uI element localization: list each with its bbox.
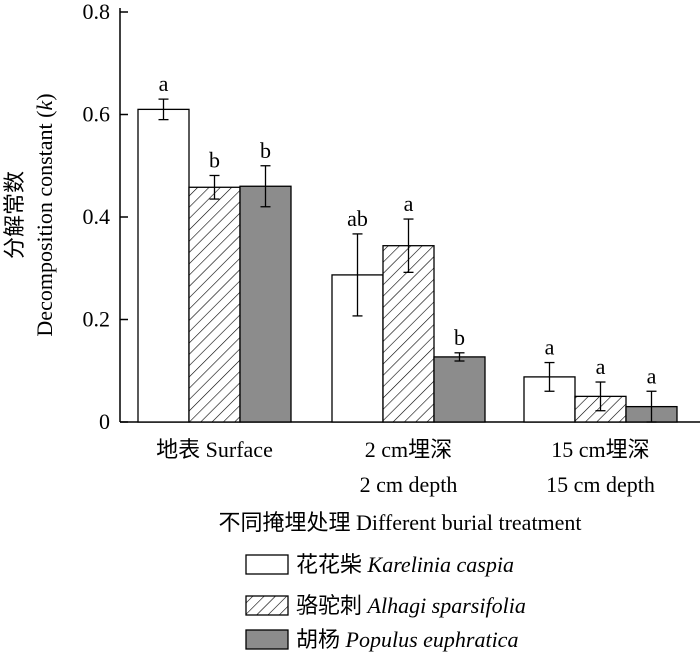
legend-label-karelinia: 花花柴 Karelinia caspia bbox=[296, 552, 514, 577]
bar-2-group-1 bbox=[188, 186, 241, 423]
y-axis-title-cn: 分解常数 bbox=[2, 171, 27, 259]
legend: 花花柴 Karelinia caspia 骆驼刺 Alhagi sparsifo… bbox=[245, 552, 526, 652]
y-tick-label: 0.4 bbox=[83, 204, 111, 229]
x-tick-label-line2: 2 cm depth bbox=[360, 472, 458, 497]
legend-swatch-karelinia bbox=[245, 554, 289, 575]
significance-label: a bbox=[545, 335, 555, 360]
bars bbox=[137, 98, 678, 423]
y-tick-label: 0 bbox=[99, 409, 110, 434]
significance-label: a bbox=[404, 191, 414, 216]
bar-2-group-2 bbox=[382, 245, 435, 423]
x-tick-label: 15 cm埋深 bbox=[551, 437, 649, 462]
legend-label-populus: 胡杨 Populus euphratica bbox=[296, 627, 518, 652]
y-axis-title-en: Decomposition constant (k) bbox=[32, 93, 57, 336]
x-tick-label: 地表 Surface bbox=[156, 437, 273, 462]
significance-label: a bbox=[647, 363, 657, 388]
y-tick-label: 0.2 bbox=[83, 307, 111, 332]
significance-label: b bbox=[260, 138, 271, 163]
axes: 0 0.2 0.4 0.6 0.8 地表 Surface 2 cm埋深 2 cm depth 1… bbox=[83, 0, 700, 497]
bar-3-group-1 bbox=[239, 185, 292, 423]
bar-3-group-2 bbox=[433, 356, 486, 423]
legend-swatch-populus bbox=[245, 629, 289, 650]
bar-1-group-1 bbox=[137, 108, 190, 423]
x-axis-title: 不同掩埋处理 Different burial treatment bbox=[218, 510, 581, 535]
significance-label: ab bbox=[347, 206, 368, 231]
legend-label-alhagi: 骆驼刺 Alhagi sparsifolia bbox=[296, 593, 526, 618]
significance-label: a bbox=[159, 71, 169, 96]
significance-label: b bbox=[209, 147, 220, 172]
y-tick-label: 0.8 bbox=[83, 0, 111, 24]
y-tick-label: 0.6 bbox=[83, 102, 111, 127]
significance-label: b bbox=[454, 325, 465, 350]
significance-label: a bbox=[596, 354, 606, 379]
legend-swatch-alhagi bbox=[245, 595, 289, 616]
x-tick-label-line2: 15 cm depth bbox=[546, 472, 655, 497]
x-tick-label: 2 cm埋深 bbox=[365, 437, 452, 462]
